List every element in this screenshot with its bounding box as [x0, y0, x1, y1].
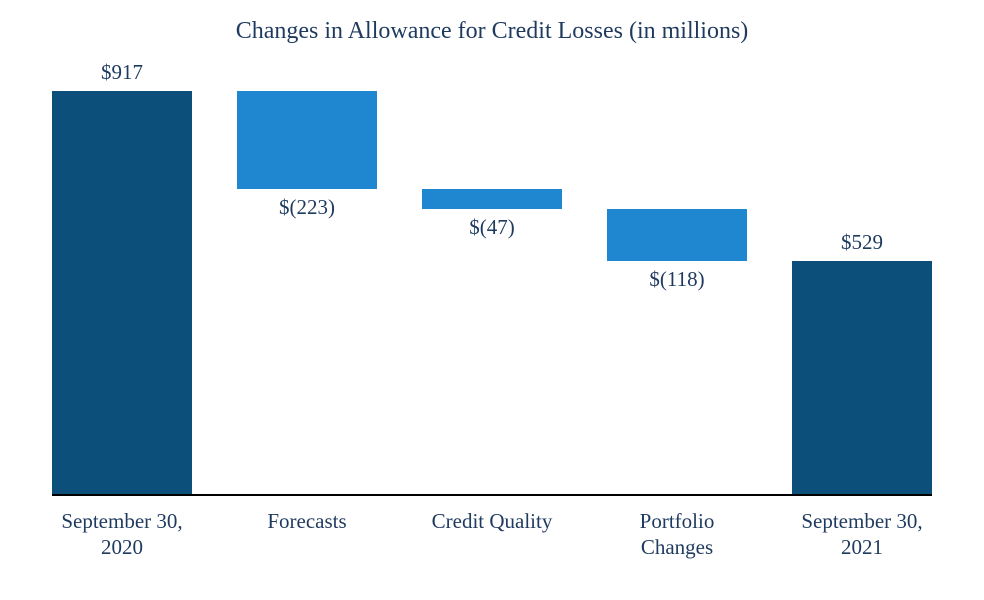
axis-category-label: PortfolioChanges	[585, 508, 770, 561]
waterfall-change-bar	[237, 91, 377, 189]
axis-category-label: Credit Quality	[400, 508, 585, 534]
bar-value-label: $917	[101, 60, 143, 85]
chart-title: Changes in Allowance for Credit Losses (…	[0, 18, 984, 45]
waterfall-endpoint-bar	[52, 91, 192, 494]
waterfall-change-bar	[422, 189, 562, 210]
bar-value-label: $(47)	[469, 215, 515, 240]
bar-value-label: $(118)	[649, 267, 704, 292]
axis-category-label: Forecasts	[215, 508, 400, 534]
bar-value-label: $529	[841, 230, 883, 255]
waterfall-change-bar	[607, 209, 747, 261]
bar-value-label: $(223)	[279, 195, 335, 220]
waterfall-plot-area: $917$(223)$(47)$(118)$529	[52, 78, 932, 496]
waterfall-endpoint-bar	[792, 261, 932, 494]
axis-category-label: September 30,2021	[770, 508, 955, 561]
axis-category-label: September 30,2020	[30, 508, 215, 561]
